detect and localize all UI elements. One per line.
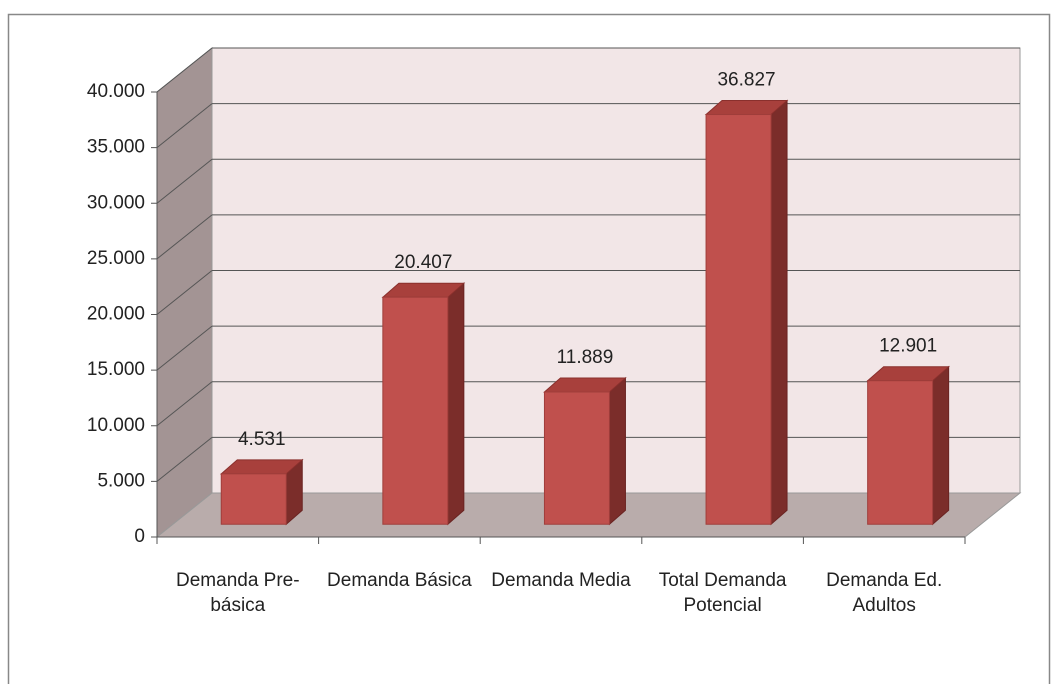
bar [543,391,610,525]
data-label: 12.901 [879,336,937,357]
y-tick-label: 5.000 [97,470,145,491]
data-label: 4.531 [238,429,286,450]
bar [867,380,934,525]
data-label: 11.889 [557,347,614,368]
y-tick-label: 15.000 [87,359,145,380]
bar [382,296,449,525]
grid-line [156,214,213,260]
grid-line [156,325,213,371]
bar-side [770,99,788,526]
grid-line [156,381,213,427]
bar-side [608,376,626,526]
x-tick-label: Demanda Pre-básica [176,570,300,616]
data-label: 36.827 [717,70,775,91]
bar-side [447,282,465,526]
y-tick-label: 35.000 [87,137,145,158]
grid-line [156,158,213,204]
y-tick-label: 40.000 [87,81,145,102]
y-tick-label: 0 [134,526,145,547]
x-tick-label: Total Demanda Potencial [658,570,787,616]
bar [705,114,772,525]
x-tick-label: Demanda Básica [327,570,472,591]
x-tick-label: Demanda Ed. Adultos [826,570,943,616]
grid-line [156,103,213,149]
y-tick-label: 25.000 [87,248,145,269]
x-tick-label: Demanda Media [491,570,631,591]
bar-side [932,365,950,526]
bar [220,473,287,525]
grid-line [156,47,213,93]
grid-line [156,436,213,482]
y-tick-label: 30.000 [87,192,145,213]
grid-line [156,270,213,315]
data-label: 20.407 [394,252,452,273]
y-tick-label: 20.000 [87,304,145,325]
y-tick-label: 10.000 [87,415,145,436]
